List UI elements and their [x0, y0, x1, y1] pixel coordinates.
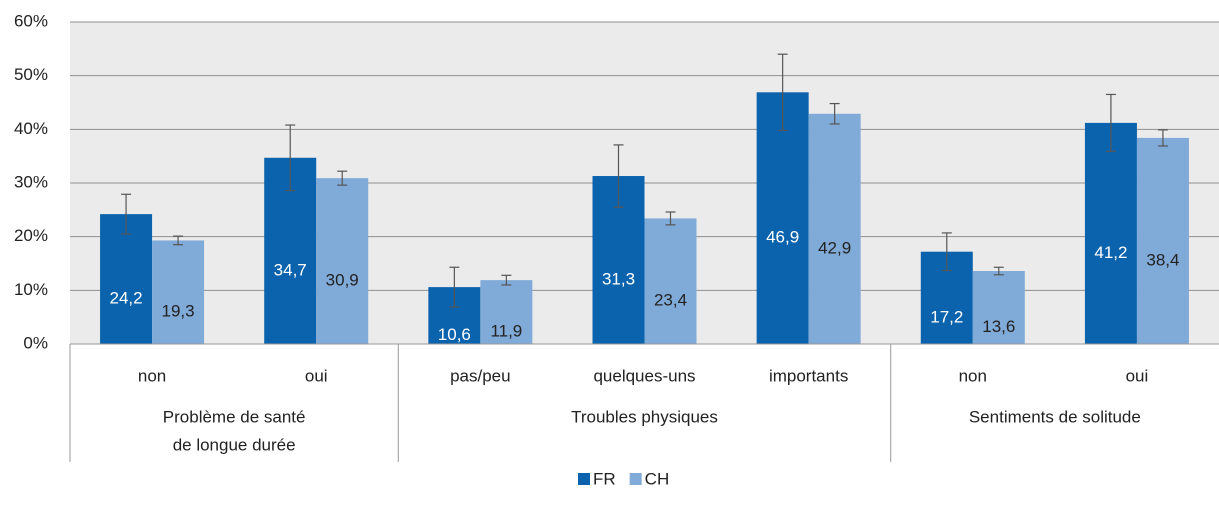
y-tick-label: 0%: [23, 333, 48, 352]
x-tick-label: quelques-uns: [593, 366, 695, 385]
value-label: 31,3: [602, 269, 635, 288]
value-label: 11,9: [490, 322, 522, 341]
group-label: Problème de santé: [163, 407, 306, 426]
value-label: 34,7: [274, 260, 307, 279]
value-label: 23,4: [654, 291, 687, 310]
bar: [1136, 137, 1189, 344]
legend-label: CH: [645, 469, 670, 488]
y-tick-label: 50%: [14, 65, 48, 84]
bar: [480, 280, 533, 344]
value-label: 42,9: [818, 238, 851, 257]
value-label: 17,2: [930, 307, 963, 326]
value-label: 10,6: [438, 325, 471, 344]
x-tick-label: oui: [1126, 366, 1149, 385]
group-label: Troubles physiques: [571, 407, 718, 426]
legend-swatch: [629, 473, 642, 485]
value-label: 19,3: [162, 302, 195, 321]
value-label: 13,6: [982, 317, 1015, 336]
bar: [756, 92, 809, 344]
value-label: 30,9: [326, 271, 359, 290]
bar: [644, 218, 697, 344]
bar: [1084, 122, 1137, 344]
value-label: 46,9: [766, 228, 799, 247]
x-tick-label: non: [138, 366, 166, 385]
x-tick-label: oui: [305, 366, 328, 385]
bar: [152, 240, 205, 344]
y-tick-label: 30%: [14, 172, 48, 191]
group-label: Sentiments de solitude: [969, 407, 1141, 426]
y-tick-label: 10%: [14, 280, 48, 299]
group-label: de longue durée: [173, 435, 296, 454]
x-tick-label: non: [959, 366, 987, 385]
y-tick-label: 20%: [14, 226, 48, 245]
x-tick-label: pas/peu: [450, 366, 511, 385]
value-label: 38,4: [1146, 250, 1179, 269]
value-label: 41,2: [1094, 243, 1127, 262]
bar: [972, 271, 1025, 344]
x-tick-label: importants: [769, 366, 848, 385]
bar: [316, 178, 369, 344]
bar: [100, 214, 153, 344]
y-tick-label: 40%: [14, 119, 48, 138]
bar: [808, 113, 861, 345]
y-tick-label: 60%: [14, 11, 48, 30]
legend-label: FR: [593, 469, 616, 488]
value-label: 24,2: [110, 289, 143, 308]
legend-swatch: [578, 473, 590, 485]
